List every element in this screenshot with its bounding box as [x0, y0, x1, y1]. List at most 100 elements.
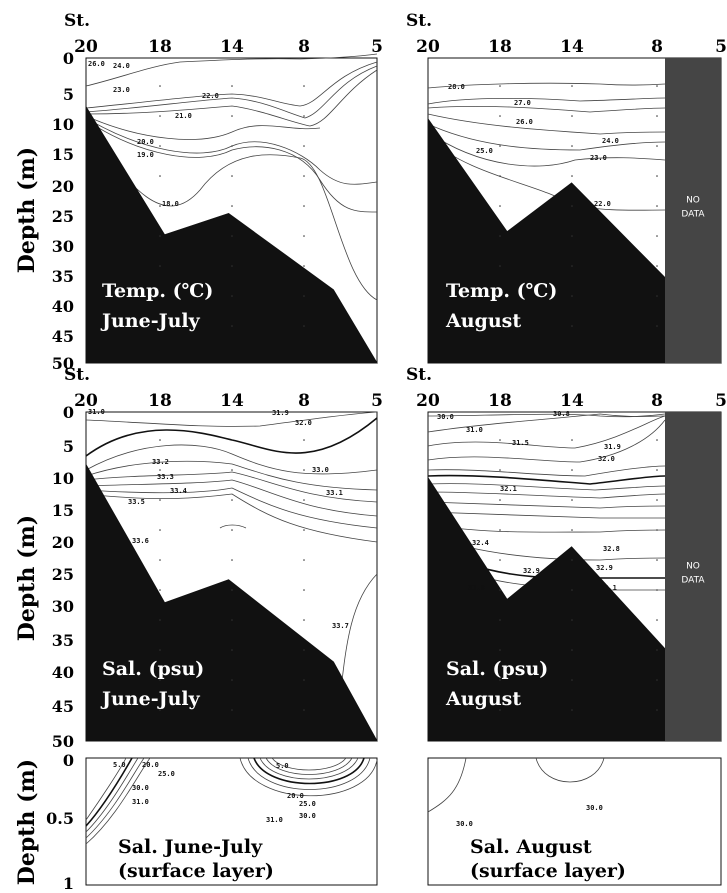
- station-tick-label: 8: [298, 391, 310, 411]
- sample-point: [303, 709, 305, 711]
- sample-point: [656, 649, 658, 651]
- sample-point: [231, 499, 233, 501]
- sample-point: [571, 325, 573, 327]
- depth-tick-label: 1: [63, 874, 74, 893]
- contour-line: [427, 415, 666, 449]
- contour-line: [427, 757, 467, 813]
- contour-line: [427, 465, 666, 477]
- contour-value-label: 30.0: [299, 812, 316, 820]
- panel-period: August: [445, 310, 521, 332]
- sample-point: [571, 235, 573, 237]
- sample-point: [571, 559, 573, 561]
- contour-line: [535, 757, 605, 783]
- sample-point: [303, 325, 305, 327]
- sample-point: [303, 145, 305, 147]
- contour-value-label: 26.0: [88, 60, 105, 68]
- station-tick-label: 14: [220, 37, 244, 57]
- contour-value-label: 31.0: [88, 408, 105, 416]
- station-tick-label: 5: [715, 391, 727, 411]
- sample-point: [231, 529, 233, 531]
- depth-tick-label: 0.5: [46, 809, 74, 828]
- contour-line: [85, 411, 378, 427]
- station-tick-label: 20: [416, 37, 440, 57]
- contour-value-label: 27.0: [514, 99, 531, 107]
- contour-line: [427, 131, 666, 167]
- sample-point: [656, 115, 658, 117]
- sample-point: [499, 559, 501, 561]
- contour-value-label: 28.0: [448, 83, 465, 91]
- contour-line: [271, 757, 347, 771]
- sample-point: [571, 265, 573, 267]
- sample-point: [159, 115, 161, 117]
- panel-title: Temp. (℃): [446, 280, 557, 302]
- contour-line: [85, 115, 321, 140]
- station-axis-title: St.: [64, 365, 90, 385]
- contour-line: [85, 460, 378, 491]
- contour-line: [427, 491, 666, 499]
- contour-line: [247, 757, 371, 790]
- sample-point: [656, 499, 658, 501]
- sample-point: [303, 679, 305, 681]
- sample-point: [159, 295, 161, 297]
- sample-point: [499, 115, 501, 117]
- sample-point: [656, 529, 658, 531]
- contour-line: [85, 444, 378, 475]
- contour-value-label: 18.0: [162, 200, 179, 208]
- sample-point: [159, 205, 161, 207]
- panel-period: (surface layer): [470, 860, 626, 882]
- sample-point: [656, 679, 658, 681]
- depth-tick-label: 10: [52, 115, 74, 134]
- contour-line: [253, 757, 365, 785]
- contour-value-label: 20.0: [287, 792, 304, 800]
- no-data-label: NO: [686, 196, 700, 206]
- contour-line: [85, 123, 378, 301]
- no-data-block: [665, 412, 721, 741]
- sample-point: [303, 295, 305, 297]
- panel-period: June-July: [100, 688, 201, 710]
- contour-line: [427, 123, 666, 151]
- contour-value-label: 31.9: [604, 443, 621, 451]
- sample-point: [571, 439, 573, 441]
- depth-tick-label: 50: [52, 732, 74, 751]
- sample-point: [231, 235, 233, 237]
- contour-value-label: 20.0: [137, 138, 154, 146]
- panel-temp-june-july: 26.0 24.0 23.0 22.0 21.0 20.0 19.0 18.0 20 18 14 8 5…: [52, 11, 383, 373]
- contour-value-label: 33.0: [468, 584, 485, 592]
- contour-value-label: 19.0: [137, 151, 154, 159]
- depth-tick-label: 5: [63, 85, 74, 104]
- sample-point: [159, 235, 161, 237]
- plot-frame: [85, 757, 378, 886]
- sample-point: [499, 649, 501, 651]
- sample-point: [303, 469, 305, 471]
- station-tick-label: 18: [488, 37, 512, 57]
- depth-tick-label: 45: [52, 697, 74, 716]
- station-tick-label: 8: [298, 37, 310, 57]
- sample-point: [231, 679, 233, 681]
- depth-tick-label: 25: [52, 565, 74, 584]
- sample-point: [159, 559, 161, 561]
- sample-point: [656, 205, 658, 207]
- sample-point: [303, 499, 305, 501]
- contour-value-label: 22.0: [594, 200, 611, 208]
- sample-point: [303, 85, 305, 87]
- no-data-label: DATA: [681, 210, 705, 220]
- station-tick-label: 8: [651, 37, 663, 57]
- contour-line: [427, 511, 665, 519]
- sample-point: [571, 709, 573, 711]
- sample-point: [303, 235, 305, 237]
- contour-value-label: 33.1: [326, 489, 343, 497]
- depth-tick-label: 40: [52, 663, 74, 682]
- station-axis-title: St.: [64, 11, 90, 31]
- station-tick-label: 18: [148, 37, 172, 57]
- sample-point: [656, 295, 658, 297]
- sample-point: [499, 175, 501, 177]
- contour-value-label: 33.3: [157, 473, 174, 481]
- sample-point: [231, 295, 233, 297]
- sample-point: [231, 559, 233, 561]
- sample-point: [231, 265, 233, 267]
- contour-value-label: 25.0: [299, 800, 316, 808]
- depth-tick-label: 45: [52, 327, 74, 346]
- station-tick-label: 5: [371, 391, 383, 411]
- contour-line: [427, 413, 666, 433]
